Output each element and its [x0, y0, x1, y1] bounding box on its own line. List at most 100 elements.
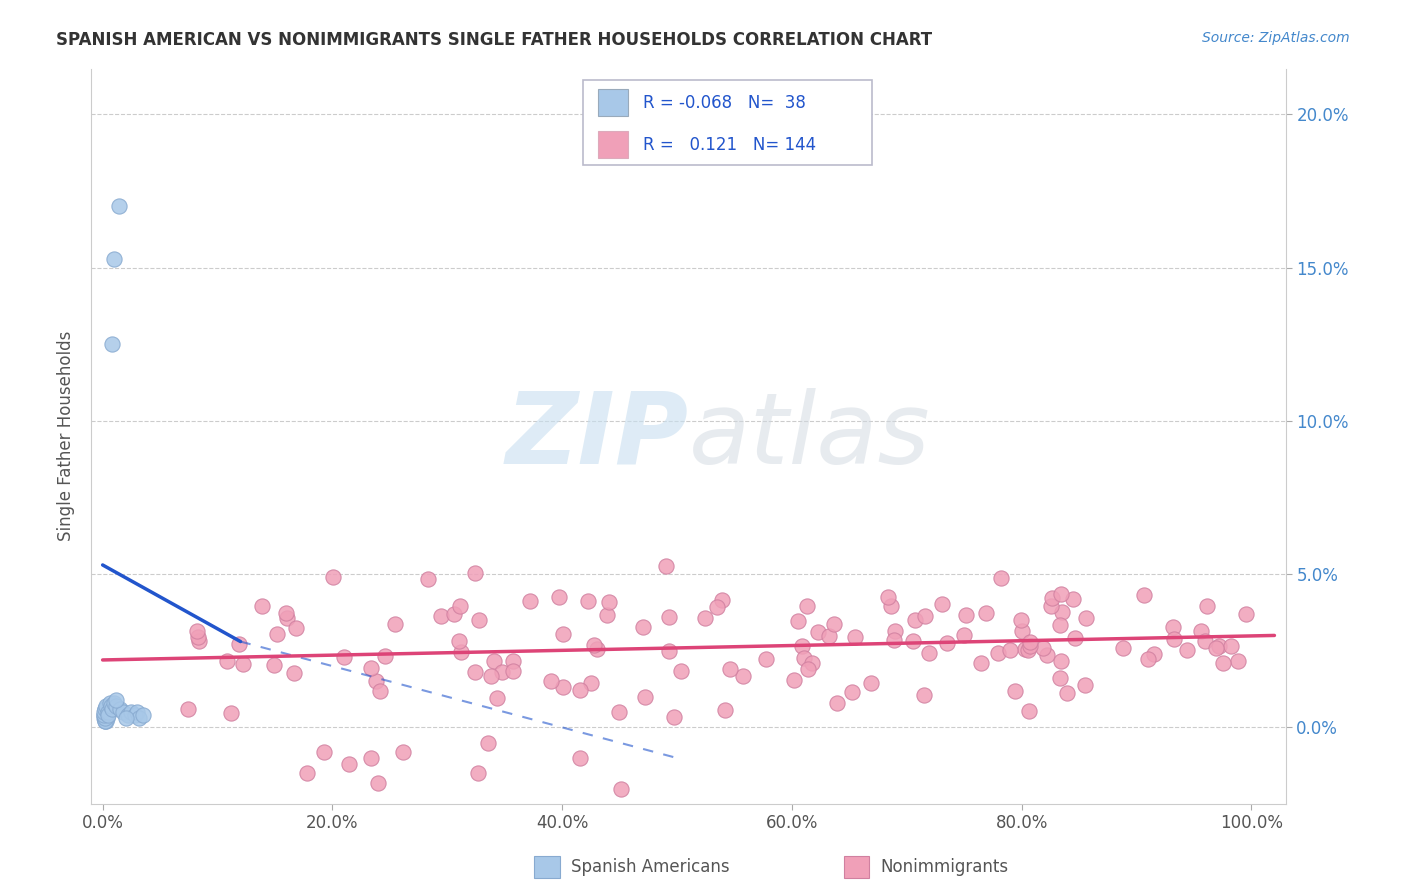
Point [790, 640, 813, 654]
Point [464, 566, 486, 581]
Point [548, 591, 571, 605]
Point [1040, 599, 1063, 613]
Point [755, 652, 778, 666]
Point [714, 703, 737, 717]
Point [94, 711, 117, 725]
Point [718, 662, 741, 676]
Point [96, 711, 118, 725]
Point [93, 705, 115, 719]
Point [250, 599, 273, 613]
Point [551, 681, 574, 695]
Point [598, 595, 620, 609]
Text: atlas: atlas [689, 388, 931, 484]
Point [127, 705, 149, 719]
Point [384, 617, 406, 632]
Point [94, 705, 117, 719]
Point [786, 614, 808, 628]
Point [132, 708, 155, 723]
Point [187, 630, 209, 644]
Point [1032, 640, 1054, 655]
Point [101, 337, 124, 351]
Point [337, 757, 360, 772]
Point [94, 698, 117, 713]
Point [654, 558, 676, 573]
Point [987, 646, 1010, 660]
Point [669, 665, 692, 679]
Point [883, 624, 905, 638]
Point [1212, 656, 1234, 670]
Point [364, 674, 387, 689]
Point [491, 665, 513, 679]
Point [368, 683, 391, 698]
Point [101, 702, 124, 716]
Point [443, 607, 465, 621]
Point [1073, 678, 1095, 692]
Point [479, 669, 502, 683]
Point [990, 571, 1012, 585]
Point [297, 766, 319, 780]
Point [276, 606, 298, 620]
Point [1049, 587, 1071, 601]
Point [112, 705, 135, 719]
Point [569, 751, 592, 765]
Point [912, 688, 935, 702]
Point [631, 620, 654, 634]
Point [607, 705, 630, 719]
Point [285, 621, 308, 635]
Point [276, 611, 298, 625]
Point [1056, 686, 1078, 700]
Point [783, 673, 806, 687]
Point [94, 708, 117, 723]
Point [901, 633, 924, 648]
Point [485, 691, 508, 706]
Point [263, 658, 285, 673]
Point [312, 745, 335, 759]
Point [103, 696, 125, 710]
Text: Nonimmigrants: Nonimmigrants [880, 858, 1008, 876]
Point [467, 766, 489, 780]
Point [841, 685, 863, 699]
Point [1197, 599, 1219, 613]
Point [586, 641, 609, 656]
Point [1161, 620, 1184, 634]
Point [796, 599, 818, 614]
Point [953, 628, 976, 642]
Point [936, 636, 959, 650]
Point [1063, 631, 1085, 645]
Point [974, 606, 997, 620]
Point [1004, 684, 1026, 698]
Text: R = -0.068   N=  38: R = -0.068 N= 38 [643, 94, 806, 112]
Point [1000, 643, 1022, 657]
Point [120, 705, 142, 719]
Point [94, 702, 117, 716]
Point [367, 775, 389, 789]
Point [449, 599, 471, 613]
Point [105, 693, 128, 707]
Point [322, 570, 344, 584]
Point [569, 683, 592, 698]
Point [706, 600, 728, 615]
Text: SPANISH AMERICAN VS NONIMMIGRANTS SINGLE FATHER HOUSEHOLDS CORRELATION CHART: SPANISH AMERICAN VS NONIMMIGRANTS SINGLE… [56, 31, 932, 49]
Point [105, 698, 128, 713]
Point [1205, 641, 1227, 656]
Point [904, 613, 927, 627]
Point [228, 637, 250, 651]
Point [914, 609, 936, 624]
Point [477, 736, 499, 750]
Point [283, 665, 305, 680]
Point [97, 708, 120, 723]
Point [374, 648, 396, 663]
Point [416, 572, 439, 586]
Point [823, 617, 845, 632]
Point [658, 644, 681, 658]
Text: Source: ZipAtlas.com: Source: ZipAtlas.com [1202, 31, 1350, 45]
Point [825, 697, 848, 711]
Point [1062, 592, 1084, 607]
Point [94, 714, 117, 729]
Point [1017, 642, 1039, 657]
Point [94, 705, 117, 719]
Point [880, 599, 903, 614]
Point [634, 690, 657, 704]
Point [540, 673, 562, 688]
Point [117, 708, 139, 723]
